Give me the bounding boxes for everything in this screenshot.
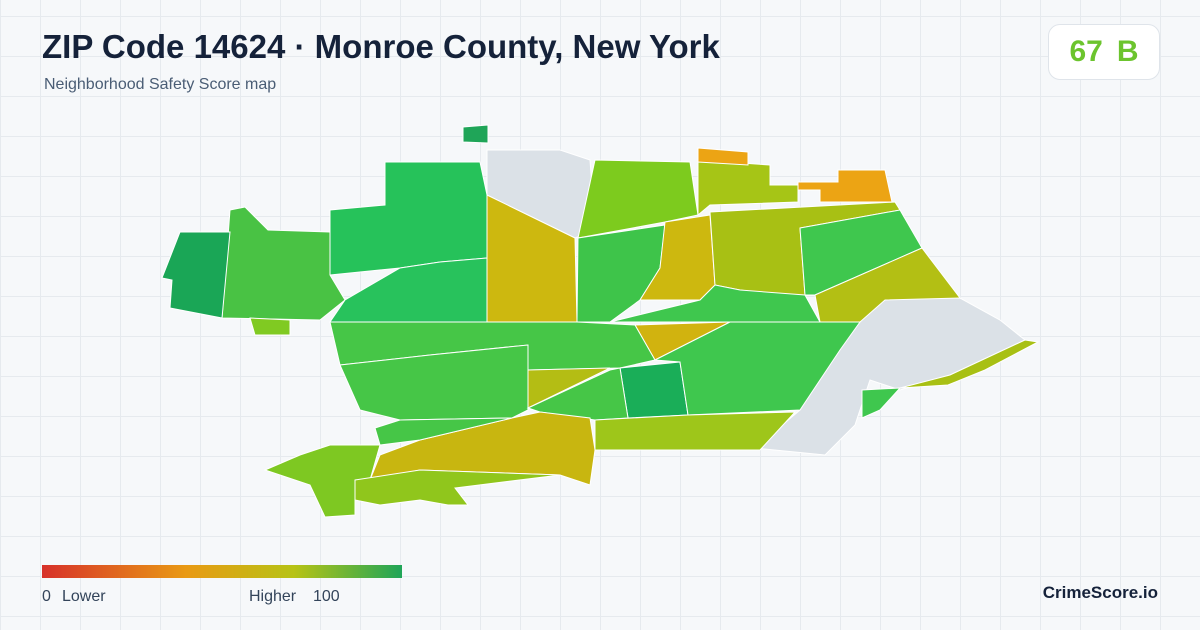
area xyxy=(576,224,666,323)
area xyxy=(462,124,489,144)
legend-min: 0 xyxy=(42,588,51,605)
area xyxy=(861,387,902,419)
area xyxy=(697,159,799,217)
area xyxy=(797,169,893,203)
legend-gradient xyxy=(42,565,402,578)
legend-max-label: Higher xyxy=(249,588,297,605)
legend-max: 100 xyxy=(313,588,340,605)
area xyxy=(619,361,689,419)
score-value: 67 xyxy=(1069,35,1103,68)
area xyxy=(249,317,291,336)
area xyxy=(354,469,561,506)
area xyxy=(221,206,346,321)
subtitle: Neighborhood Safety Score map xyxy=(44,76,277,93)
area xyxy=(329,161,488,276)
area xyxy=(594,411,797,451)
area xyxy=(161,231,231,319)
score-grade: B xyxy=(1116,35,1139,68)
score-badge: 67 B xyxy=(1048,24,1160,80)
area xyxy=(697,147,749,166)
area xyxy=(374,417,513,446)
legend-min-label: Lower xyxy=(62,588,106,605)
area xyxy=(577,159,699,239)
area xyxy=(653,321,861,416)
area xyxy=(753,297,1026,456)
area xyxy=(339,344,529,421)
brand: CrimeScore.io xyxy=(1042,583,1158,602)
title: ZIP Code 14624 · Monroe County, New York xyxy=(42,28,720,65)
area xyxy=(899,339,1040,389)
